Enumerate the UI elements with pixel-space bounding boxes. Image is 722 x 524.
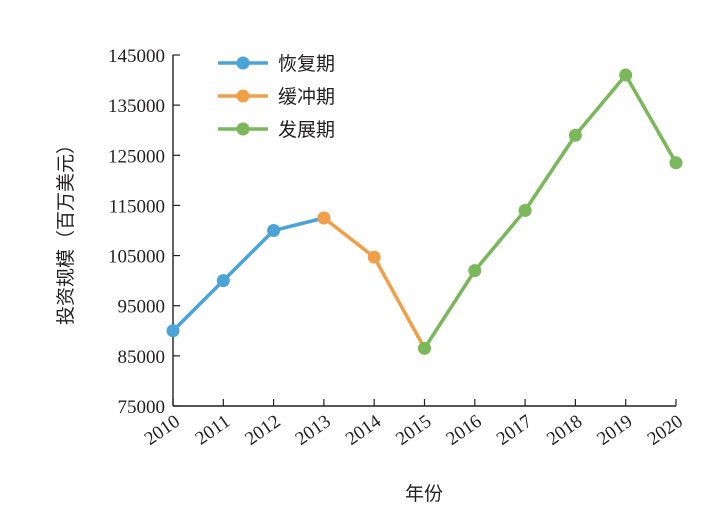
y-tick-label: 85000	[118, 347, 166, 368]
x-tick-label: 2014	[342, 411, 386, 450]
data-point	[317, 211, 331, 225]
legend-swatch-marker	[236, 122, 250, 136]
data-point	[669, 156, 683, 170]
legend-label: 恢复期	[278, 53, 335, 75]
legend-label: 缓冲期	[278, 86, 335, 108]
data-point	[267, 224, 281, 237]
legend-swatch-marker	[236, 56, 250, 70]
data-point	[518, 203, 532, 217]
series-layer	[166, 68, 683, 355]
series-line	[171, 216, 326, 333]
data-point	[468, 264, 482, 278]
y-axis-title: 投资规模（百万美元）	[55, 135, 77, 325]
data-point	[367, 250, 381, 264]
x-tick-label: 2020	[644, 411, 687, 450]
data-point	[418, 341, 431, 355]
data-point	[568, 128, 582, 142]
legend-swatch-marker	[236, 89, 250, 103]
y-tick-label: 75000	[118, 397, 166, 418]
y-tick-label: 125000	[108, 146, 165, 167]
x-tick-label: 2011	[192, 411, 235, 450]
x-tick-label: 2013	[292, 411, 335, 450]
y-tick-label: 135000	[108, 96, 165, 117]
x-tick-label: 2012	[241, 411, 284, 450]
y-ticks: 75000 85000 95000 105000 115000 125000 135000 1…	[108, 46, 180, 418]
y-tick-label: 95000	[118, 297, 166, 318]
data-point	[166, 324, 180, 338]
x-tick-label: 2017	[493, 411, 536, 450]
data-point	[619, 68, 633, 82]
y-tick-label: 115000	[109, 196, 165, 217]
series-line	[422, 73, 678, 351]
series-line	[322, 216, 427, 351]
y-tick-label: 145000	[108, 46, 165, 67]
x-tick-label: 2016	[442, 411, 485, 450]
x-tick-label: 2015	[392, 411, 435, 450]
data-point	[216, 274, 230, 288]
x-tick-label: 2019	[593, 411, 636, 450]
legend-label: 发展期	[278, 119, 335, 141]
x-tick-label: 2018	[543, 411, 586, 450]
x-axis-title: 年份	[405, 483, 443, 505]
y-tick-label: 105000	[108, 247, 165, 268]
